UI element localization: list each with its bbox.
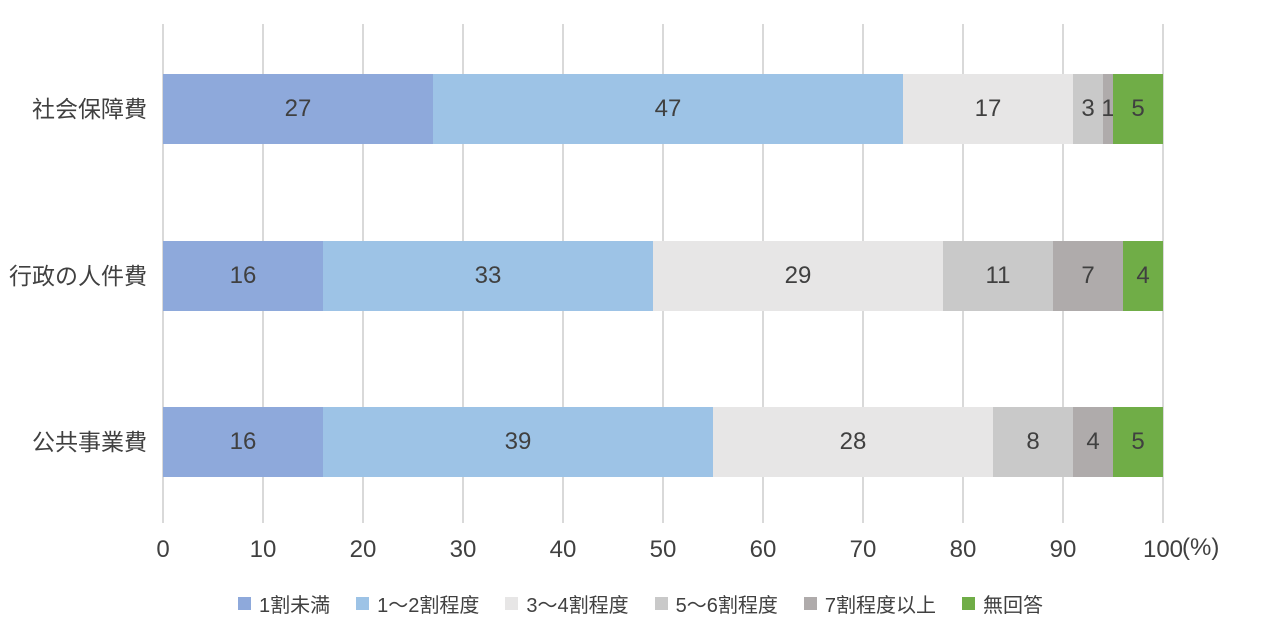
legend-item-3: 5～6割程度 [654, 589, 778, 618]
bar-segment-2-3: 8 [993, 406, 1073, 477]
legend-swatch-icon [238, 597, 251, 610]
legend-label: 1～2割程度 [377, 595, 480, 617]
category-label-0: 社会保障費 [32, 96, 147, 123]
category-label-1: 行政の人件費 [9, 262, 147, 289]
data-label: 17 [974, 95, 1002, 123]
bar-row-1: 16 33 29 11 7 4 [163, 240, 1163, 311]
bar-segment-1-1: 33 [323, 240, 653, 311]
legend-item-4: 7割程度以上 [803, 589, 936, 618]
data-label: 29 [784, 261, 812, 289]
data-label: 3 [1081, 95, 1095, 123]
legend-swatch-icon [356, 597, 370, 610]
data-label: 11 [985, 261, 1011, 289]
data-label: 4 [1136, 261, 1150, 289]
bar-segment-2-0: 16 [163, 406, 323, 477]
legend: 1割未満 1～2割程度 3～4割程度 5～6割程度 7割程度以上 無回答 [0, 589, 1281, 618]
legend-swatch-icon [962, 597, 975, 610]
bar-segment-0-0: 27 [163, 74, 433, 145]
legend-swatch-icon [803, 597, 817, 610]
legend-item-0: 1割未満 [238, 589, 330, 618]
data-label: 33 [474, 261, 502, 289]
data-label: 16 [229, 261, 257, 289]
bar-segment-1-5: 4 [1123, 240, 1163, 311]
x-tick-label-100: 100 [1142, 536, 1184, 563]
bar-segment-2-5: 5 [1113, 406, 1163, 477]
bar-segment-0-5: 5 [1113, 74, 1163, 145]
bar-segment-2-4: 4 [1073, 406, 1113, 477]
bar-segment-0-3: 3 [1073, 74, 1103, 145]
bar-segment-2-1: 39 [323, 406, 713, 477]
category-label-2: 公共事業費 [32, 428, 147, 455]
x-tick-label-30: 30 [449, 536, 477, 563]
data-label: 28 [839, 427, 867, 455]
x-tick-label-50: 50 [649, 536, 677, 563]
data-label: 4 [1086, 427, 1100, 455]
x-tick-label-10: 10 [249, 536, 277, 563]
x-tick-label-60: 60 [749, 536, 777, 563]
data-label: 5 [1131, 427, 1145, 455]
axis-unit-label: (%) [1182, 534, 1220, 561]
x-tick-label-40: 40 [549, 536, 577, 563]
data-label: 47 [654, 95, 682, 123]
bar-segment-1-4: 7 [1053, 240, 1123, 311]
bar-row-2: 16 39 28 8 4 5 [163, 406, 1163, 477]
data-label: 1 [1101, 95, 1115, 123]
legend-swatch-icon [654, 597, 668, 610]
legend-label: 5～6割程度 [675, 595, 778, 617]
legend-label: 3～4割程度 [526, 595, 629, 617]
legend-label: 無回答 [983, 595, 1043, 617]
x-tick-label-70: 70 [849, 536, 877, 563]
data-label: 8 [1026, 427, 1040, 455]
x-tick-label-80: 80 [949, 536, 977, 563]
legend-label: 1割未満 [259, 595, 331, 617]
bar-segment-1-0: 16 [163, 240, 323, 311]
plot-area: 27 47 17 3 1 5 16 33 29 11 7 4 16 39 28 8 4 5 [162, 24, 1164, 523]
data-label: 39 [504, 427, 532, 455]
data-label: 5 [1131, 95, 1145, 123]
legend-swatch-icon [505, 597, 519, 610]
legend-item-2: 3～4割程度 [505, 589, 629, 618]
data-label: 7 [1081, 261, 1095, 289]
legend-item-1: 1～2割程度 [356, 589, 479, 618]
x-tick-label-0: 0 [156, 536, 170, 563]
bar-segment-0-1: 47 [433, 74, 903, 145]
bar-segment-1-3: 11 [943, 240, 1053, 311]
bar-segment-2-2: 28 [713, 406, 993, 477]
data-label: 16 [229, 427, 257, 455]
bar-row-0: 27 47 17 3 1 5 [163, 74, 1163, 145]
legend-item-5: 無回答 [962, 589, 1043, 618]
bar-segment-0-2: 17 [903, 74, 1073, 145]
bar-segment-1-2: 29 [653, 240, 943, 311]
bar-segment-0-4: 1 [1101, 74, 1115, 145]
x-tick-label-90: 90 [1049, 536, 1077, 563]
legend-label: 7割程度以上 [824, 595, 936, 617]
data-label: 27 [284, 95, 312, 123]
gridline-100 [1162, 24, 1164, 523]
x-tick-label-20: 20 [349, 536, 377, 563]
